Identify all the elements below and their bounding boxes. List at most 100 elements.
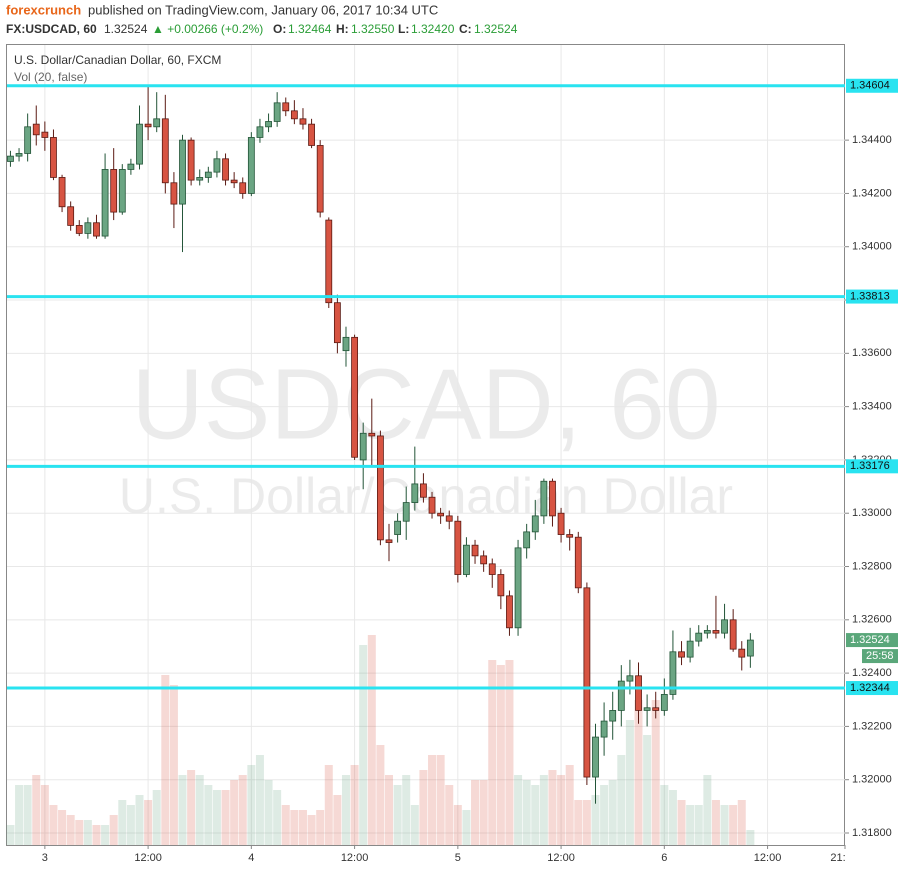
candle-body [420,483,427,498]
countdown: 25:58 [866,650,894,662]
level-label-box [846,681,898,696]
candle-body [333,302,341,344]
volume-bar [247,765,256,845]
candle-body [7,155,14,162]
volume-bar [393,785,402,845]
change: ▲ +0.00266 (+0.2%) [152,22,263,36]
candle-body [213,158,221,173]
candle-body [626,675,634,682]
volume-bar [83,820,92,845]
volume-bar [574,800,583,845]
volume-bar [264,780,273,845]
volume-bar [126,805,135,845]
volume-bar [479,780,488,845]
candle-body [678,651,685,658]
x-tick-label: 4 [248,852,254,864]
candle-body [273,102,281,122]
watermark-symbol: USDCAD, 60 [131,348,720,460]
candle-body [566,534,574,538]
last-price-label: 1.32524 [850,634,890,646]
candle-body [204,171,212,178]
candle-body [247,137,255,194]
volume-bar [496,665,505,845]
y-tick-label: 1.32200 [852,720,892,732]
candle-body [540,480,548,517]
candle-body [222,158,229,181]
volume-bar [75,820,84,845]
volume-bar [307,815,316,845]
volume-bar [557,775,566,845]
y-tick-label: 1.34400 [852,134,892,146]
candle-body [454,520,462,575]
level-label-box [846,78,898,93]
publisher[interactable]: forexcrunch [6,2,81,17]
y-tick-label: 1.31800 [852,827,892,839]
volume-bar [221,790,230,845]
candle-body [574,536,582,589]
volume-bar [385,775,394,845]
candle-body [600,720,608,738]
level-label-box [846,459,898,474]
candle-body [686,640,694,658]
volume-bar [729,805,738,845]
o-value: 1.32464 [288,22,332,36]
candle-body [67,206,75,226]
volume-bar [634,700,643,845]
last: 1.32524 [104,22,148,36]
volume-bar [204,785,213,845]
candle-body [488,563,496,575]
volume-bar [49,805,58,845]
y-tick-label: 1.32800 [852,560,892,572]
volume-bar [410,805,419,845]
published-text: published on TradingView.com, January 06… [88,2,438,17]
volume-bar [600,785,609,845]
volume-bar [488,660,497,845]
volume-bar [505,660,514,845]
candle-body [592,736,599,778]
volume-bar [109,815,118,845]
candle-body [531,515,539,533]
volume-bar [298,810,307,845]
volume-bar [161,675,170,845]
candle-body [24,126,32,154]
candle-body [316,145,324,213]
candle-body [721,619,728,634]
volume-bar [169,685,178,845]
candle-body [15,153,23,157]
candle-body [583,587,591,778]
candle-body [669,651,677,695]
volume-bar [608,780,617,845]
volume-bar [281,805,290,845]
volume-bar [152,790,161,845]
level-label: 1.33813 [850,290,890,302]
candle-body [351,336,358,458]
volume-bar [419,770,428,845]
volume-bar [445,785,454,845]
candle-body [161,118,169,184]
volume-bar [746,830,755,845]
volume-bar [350,765,359,845]
candle-body [101,169,109,237]
volume-bar [565,765,574,845]
candle-body [738,648,746,658]
volume-bar [66,815,75,845]
x-tick-label: 12:00 [547,852,575,864]
volume-bar [668,790,677,845]
volume-bar [273,790,282,845]
volume-bar [591,795,600,845]
candle-body [50,137,57,178]
candle-body [230,179,238,184]
candle-body [746,639,754,657]
volume-bar [436,755,445,845]
volume-bar [686,805,695,845]
candle-body [93,222,100,237]
level-label: 1.33176 [850,460,890,472]
candle-body [377,435,384,541]
candle-body [84,222,92,234]
volume-bar [617,755,626,845]
candle-body [359,432,367,461]
x-tick-label: 5 [455,852,461,864]
c-value: 1.32524 [474,22,518,36]
volume-bar [359,645,368,845]
y-tick-label: 1.33600 [852,347,892,359]
